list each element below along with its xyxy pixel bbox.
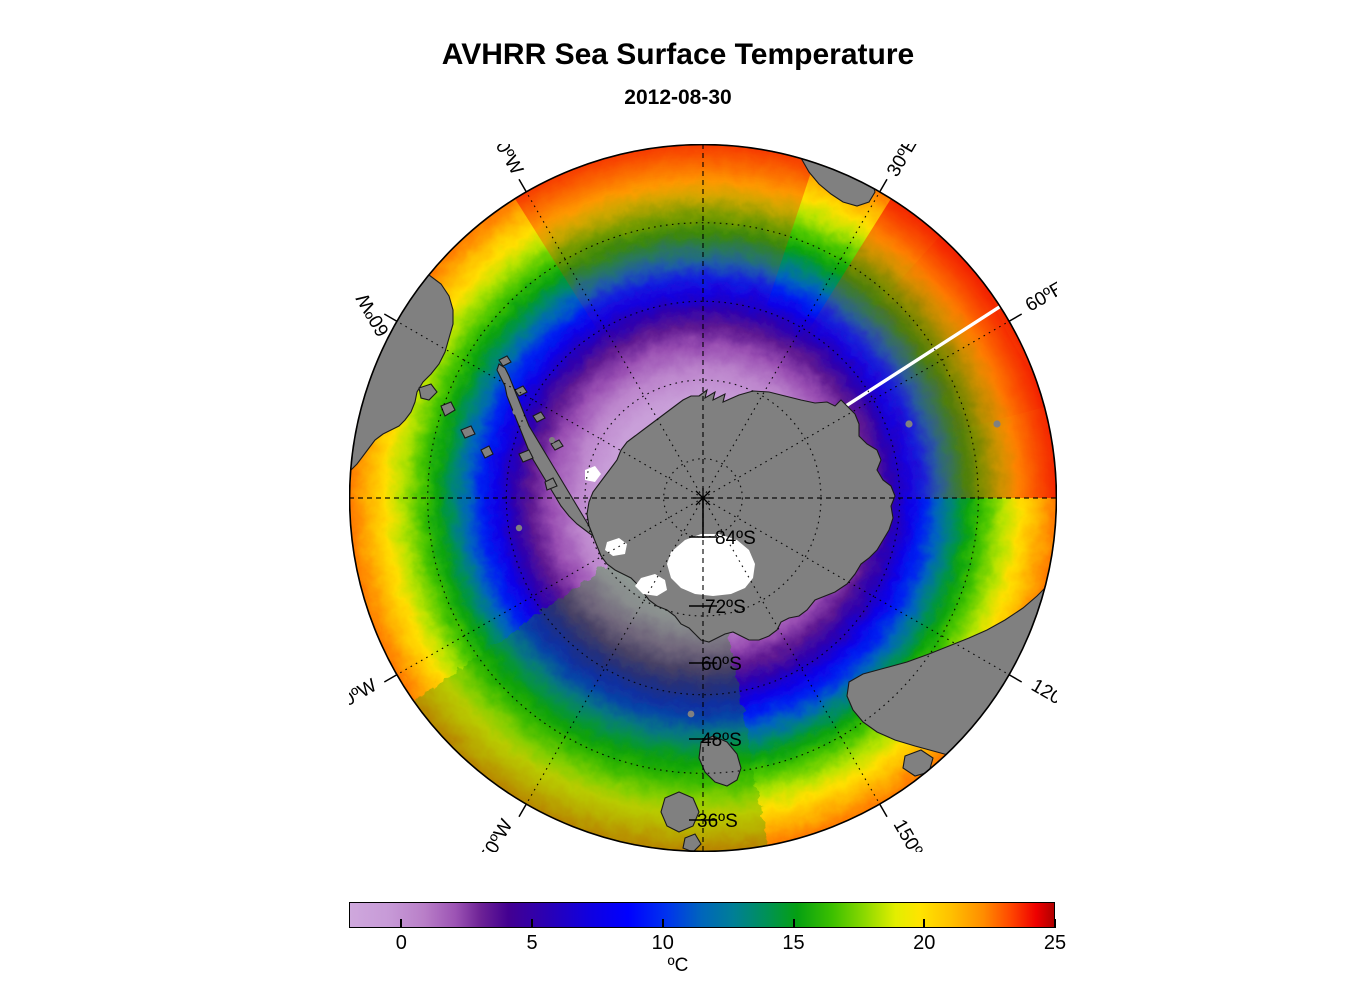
page-title: AVHRR Sea Surface Temperature — [441, 38, 915, 71]
lon-label-150E: 150ºE — [889, 816, 933, 852]
colorbar-tick-label: 15 — [782, 932, 805, 954]
colorbar-tick — [661, 919, 664, 928]
colorbar-tick-label: 0 — [395, 932, 407, 954]
lon-label-60E: 60ºE — [1022, 278, 1057, 317]
lon-label-120E: 120ºE — [1028, 675, 1058, 719]
graticule — [349, 144, 1057, 852]
lon-label-60W: 60ºW — [353, 290, 394, 340]
colorbar-tick — [1054, 919, 1056, 928]
colorbar-tick-label: 10 — [651, 932, 674, 954]
colorbar-tick-label: 25 — [1043, 932, 1067, 954]
lat-label-36: 36ºS — [697, 811, 738, 832]
meridians — [396, 191, 1010, 805]
lat-label-84: 84ºS — [715, 528, 756, 549]
longitude-ticks — [383, 178, 1023, 818]
map-boundary — [349, 144, 1057, 852]
ice-shelf-nodata — [585, 466, 755, 596]
lat-label-72: 72ºS — [705, 597, 746, 618]
latitude-labels: 84ºS 72ºS 60ºS 48ºS 36ºS — [689, 528, 756, 832]
colorbar: 0 5 10 15 20 25 — [349, 902, 1066, 954]
lon-label-30E: 30ºE — [883, 144, 922, 181]
colorbar-unit-label: ºC — [667, 955, 689, 976]
colorbar-tick — [531, 919, 534, 928]
lon-label-120W: 120ºW — [349, 675, 381, 722]
polar-map: 84ºS 72ºS 60ºS 48ºS 36ºS — [349, 144, 1057, 852]
colorbar-tick-label: 20 — [913, 932, 936, 954]
lat-label-48: 48ºS — [701, 730, 742, 751]
colorbar-tick — [923, 919, 926, 928]
figure-subtitle: 2012-08-30 — [624, 86, 732, 109]
lon-label-30W: 30ºW — [486, 144, 527, 179]
colorbar-tick — [400, 919, 403, 928]
colorbar-tick-label: 5 — [526, 932, 538, 954]
map-svg: 84ºS 72ºS 60ºS 48ºS 36ºS — [349, 144, 1057, 852]
colorbar-gradient — [349, 902, 1055, 928]
lon-label-150W: 150ºW — [471, 816, 518, 852]
colorbar-tick — [792, 919, 795, 928]
lat-label-60: 60ºS — [701, 654, 742, 675]
